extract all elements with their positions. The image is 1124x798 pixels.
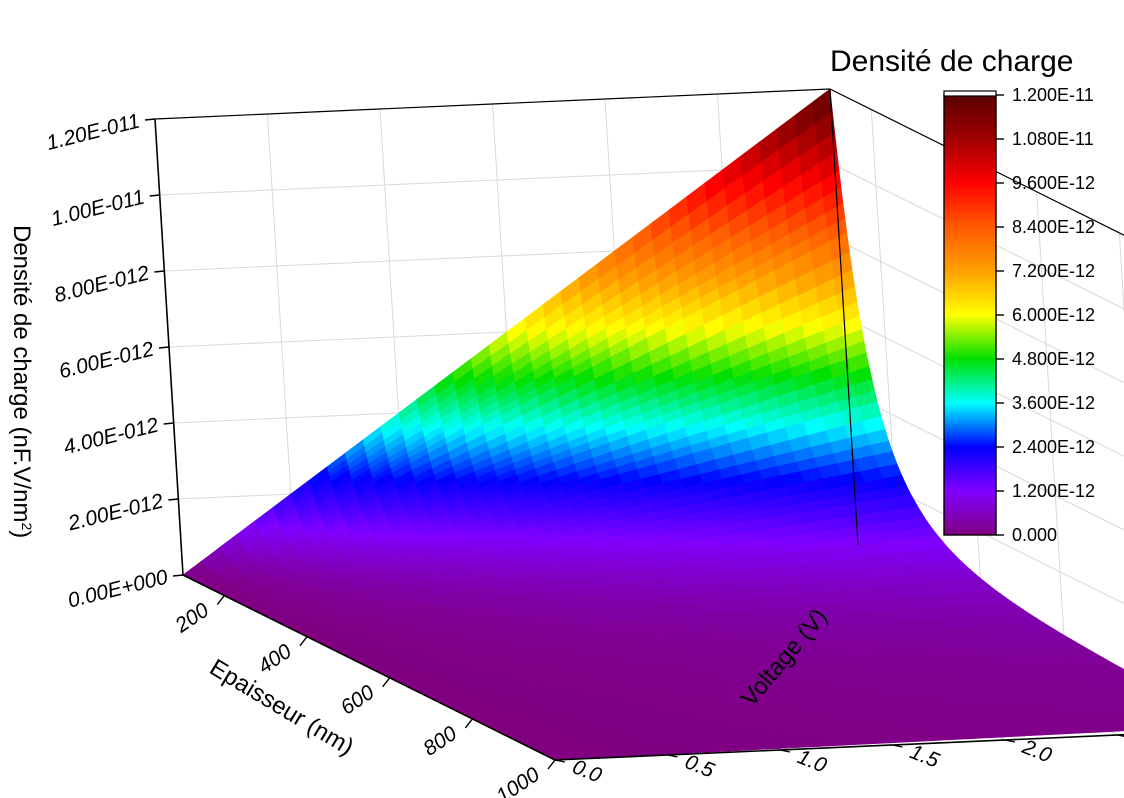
- z-axis-title: Densité de charge (nF.V/nm2): [8, 225, 35, 538]
- z-tick-label: 4.00E-012: [61, 413, 161, 459]
- colorbar-gradient: [943, 94, 997, 536]
- z-tick-mark: [163, 422, 174, 425]
- x-tick-mark: [464, 718, 473, 729]
- grid-line-z-right: [843, 316, 1124, 457]
- colorbar-label: 2.400E-12: [1012, 437, 1095, 457]
- grid-line-z-right: [839, 240, 1124, 384]
- z-tick-mark: [168, 498, 179, 501]
- grid-line-z-right: [853, 468, 1124, 605]
- y-tick-label: 0.0: [569, 755, 605, 787]
- colorbar-label: 1.200E-12: [1012, 481, 1095, 501]
- y-tick-mark: [667, 754, 678, 758]
- x-tick-mark: [382, 677, 391, 688]
- frame-edge: [829, 88, 859, 546]
- z-axis-title-main: Densité de charge (nF.V/nm: [8, 225, 35, 522]
- z-tick-label: 8.00E-012: [52, 261, 152, 307]
- z-tick-label: 1.00E-011: [49, 186, 147, 231]
- x-axis-title: Epaisseur (nm): [205, 654, 358, 761]
- x-tick-label: 1000: [492, 763, 544, 798]
- frame-layer: [154, 88, 1124, 546]
- colorbar: Densité de charge 1.200E-11 1.080E-11 9.60…: [830, 45, 1095, 545]
- z-tick-label: 6.00E-012: [57, 337, 157, 383]
- frame-edge: [154, 88, 831, 120]
- z-axis-title-sup: 2: [19, 522, 35, 530]
- colorbar-label: 6.000E-12: [1012, 305, 1095, 325]
- z-tick-mark: [144, 118, 156, 121]
- grid-line-z-right: [848, 392, 1124, 531]
- colorbar-cap: [943, 90, 997, 97]
- x-tick-mark: [547, 759, 556, 770]
- grid-line-x-wall: [1036, 191, 1066, 648]
- colorbar-label: 8.400E-12: [1012, 217, 1095, 237]
- y-tick-mark: [1004, 739, 1016, 743]
- x-tick-label: 800: [419, 722, 461, 761]
- z-tick-label: 2.00E-012: [65, 489, 166, 535]
- colorbar-label: 7.200E-12: [1012, 261, 1095, 281]
- frame-edge: [829, 88, 1124, 236]
- grid-line-x-wall: [1118, 232, 1124, 318]
- x-tick-mark: [216, 595, 225, 605]
- x-tick-label: 600: [337, 681, 379, 720]
- colorbar-label: 0.000: [1012, 525, 1057, 545]
- z-tick-label: 1.20E-011: [44, 110, 142, 155]
- z-tick-mark: [154, 270, 165, 273]
- z-tick-mark: [149, 194, 160, 197]
- y-tick-label: 1.0: [794, 745, 830, 777]
- y-tick-mark: [1117, 734, 1124, 738]
- z-tick-label: 0.00E+000: [65, 565, 170, 612]
- colorbar-label: 1.080E-11: [1012, 129, 1094, 149]
- y-tick-mark: [892, 744, 903, 748]
- y-tick-mark: [779, 749, 791, 753]
- z-tick-mark: [158, 346, 170, 349]
- y-tick-label: 1.5: [907, 740, 943, 772]
- x-axis-line: [182, 574, 556, 761]
- colorbar-title: Densité de charge: [830, 45, 1074, 78]
- colorbar-label: 1.200E-11: [1012, 85, 1094, 105]
- z-tick-mark: [172, 574, 184, 577]
- colorbar-label: 4.800E-12: [1012, 349, 1095, 369]
- x-tick-label: 200: [170, 598, 213, 637]
- y-tick-mark: [554, 759, 566, 763]
- grid-line-z-right: [834, 164, 1124, 310]
- y-tick-label: 0.5: [682, 750, 718, 782]
- x-tick-mark: [299, 636, 308, 647]
- x-tick-label: 400: [254, 640, 296, 679]
- colorbar-label: 3.600E-12: [1012, 393, 1095, 413]
- colorbar-label: 9.600E-12: [1012, 173, 1095, 193]
- z-axis-title-close: ): [8, 530, 35, 538]
